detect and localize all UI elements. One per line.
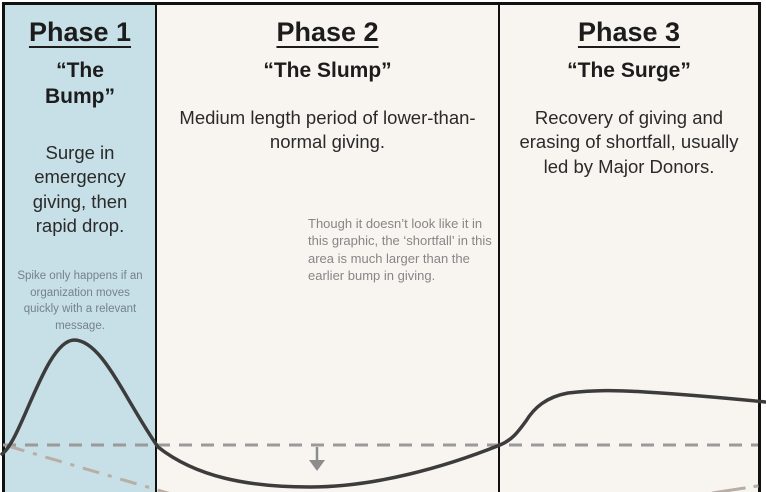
phase-1-description: Surge in emergency giving, then rapid dr… [32, 142, 128, 237]
phase-2-panel: Phase 2 “The Slump” Medium length period… [157, 5, 498, 492]
shortfall-annotation: Though it doesn’t look like it in this g… [308, 216, 492, 283]
phase-1-note: Spike only happens if an organization mo… [17, 270, 143, 333]
phase-1-subtitle: “The Bump” [45, 59, 115, 109]
phase-3-panel: Phase 3 “The Surge” Recovery of giving a… [500, 5, 758, 492]
phase-3-description: Recovery of giving and erasing of shortf… [519, 107, 739, 177]
phase-divider-2 [498, 5, 500, 492]
phase-divider-1 [155, 5, 157, 492]
phase-2-subtitle: “The Slump” [263, 59, 392, 82]
phase-2-description: Medium length period of lower-than-norma… [179, 107, 476, 153]
phase-1-panel: Phase 1 “The Bump” Surge in emergency gi… [5, 5, 155, 492]
phase-1-heading: Phase 1 [28, 17, 132, 47]
phase-3-heading: Phase 3 [577, 17, 681, 47]
phase-2-heading: Phase 2 [276, 17, 379, 47]
phase-3-subtitle: “The Surge” [567, 59, 691, 82]
